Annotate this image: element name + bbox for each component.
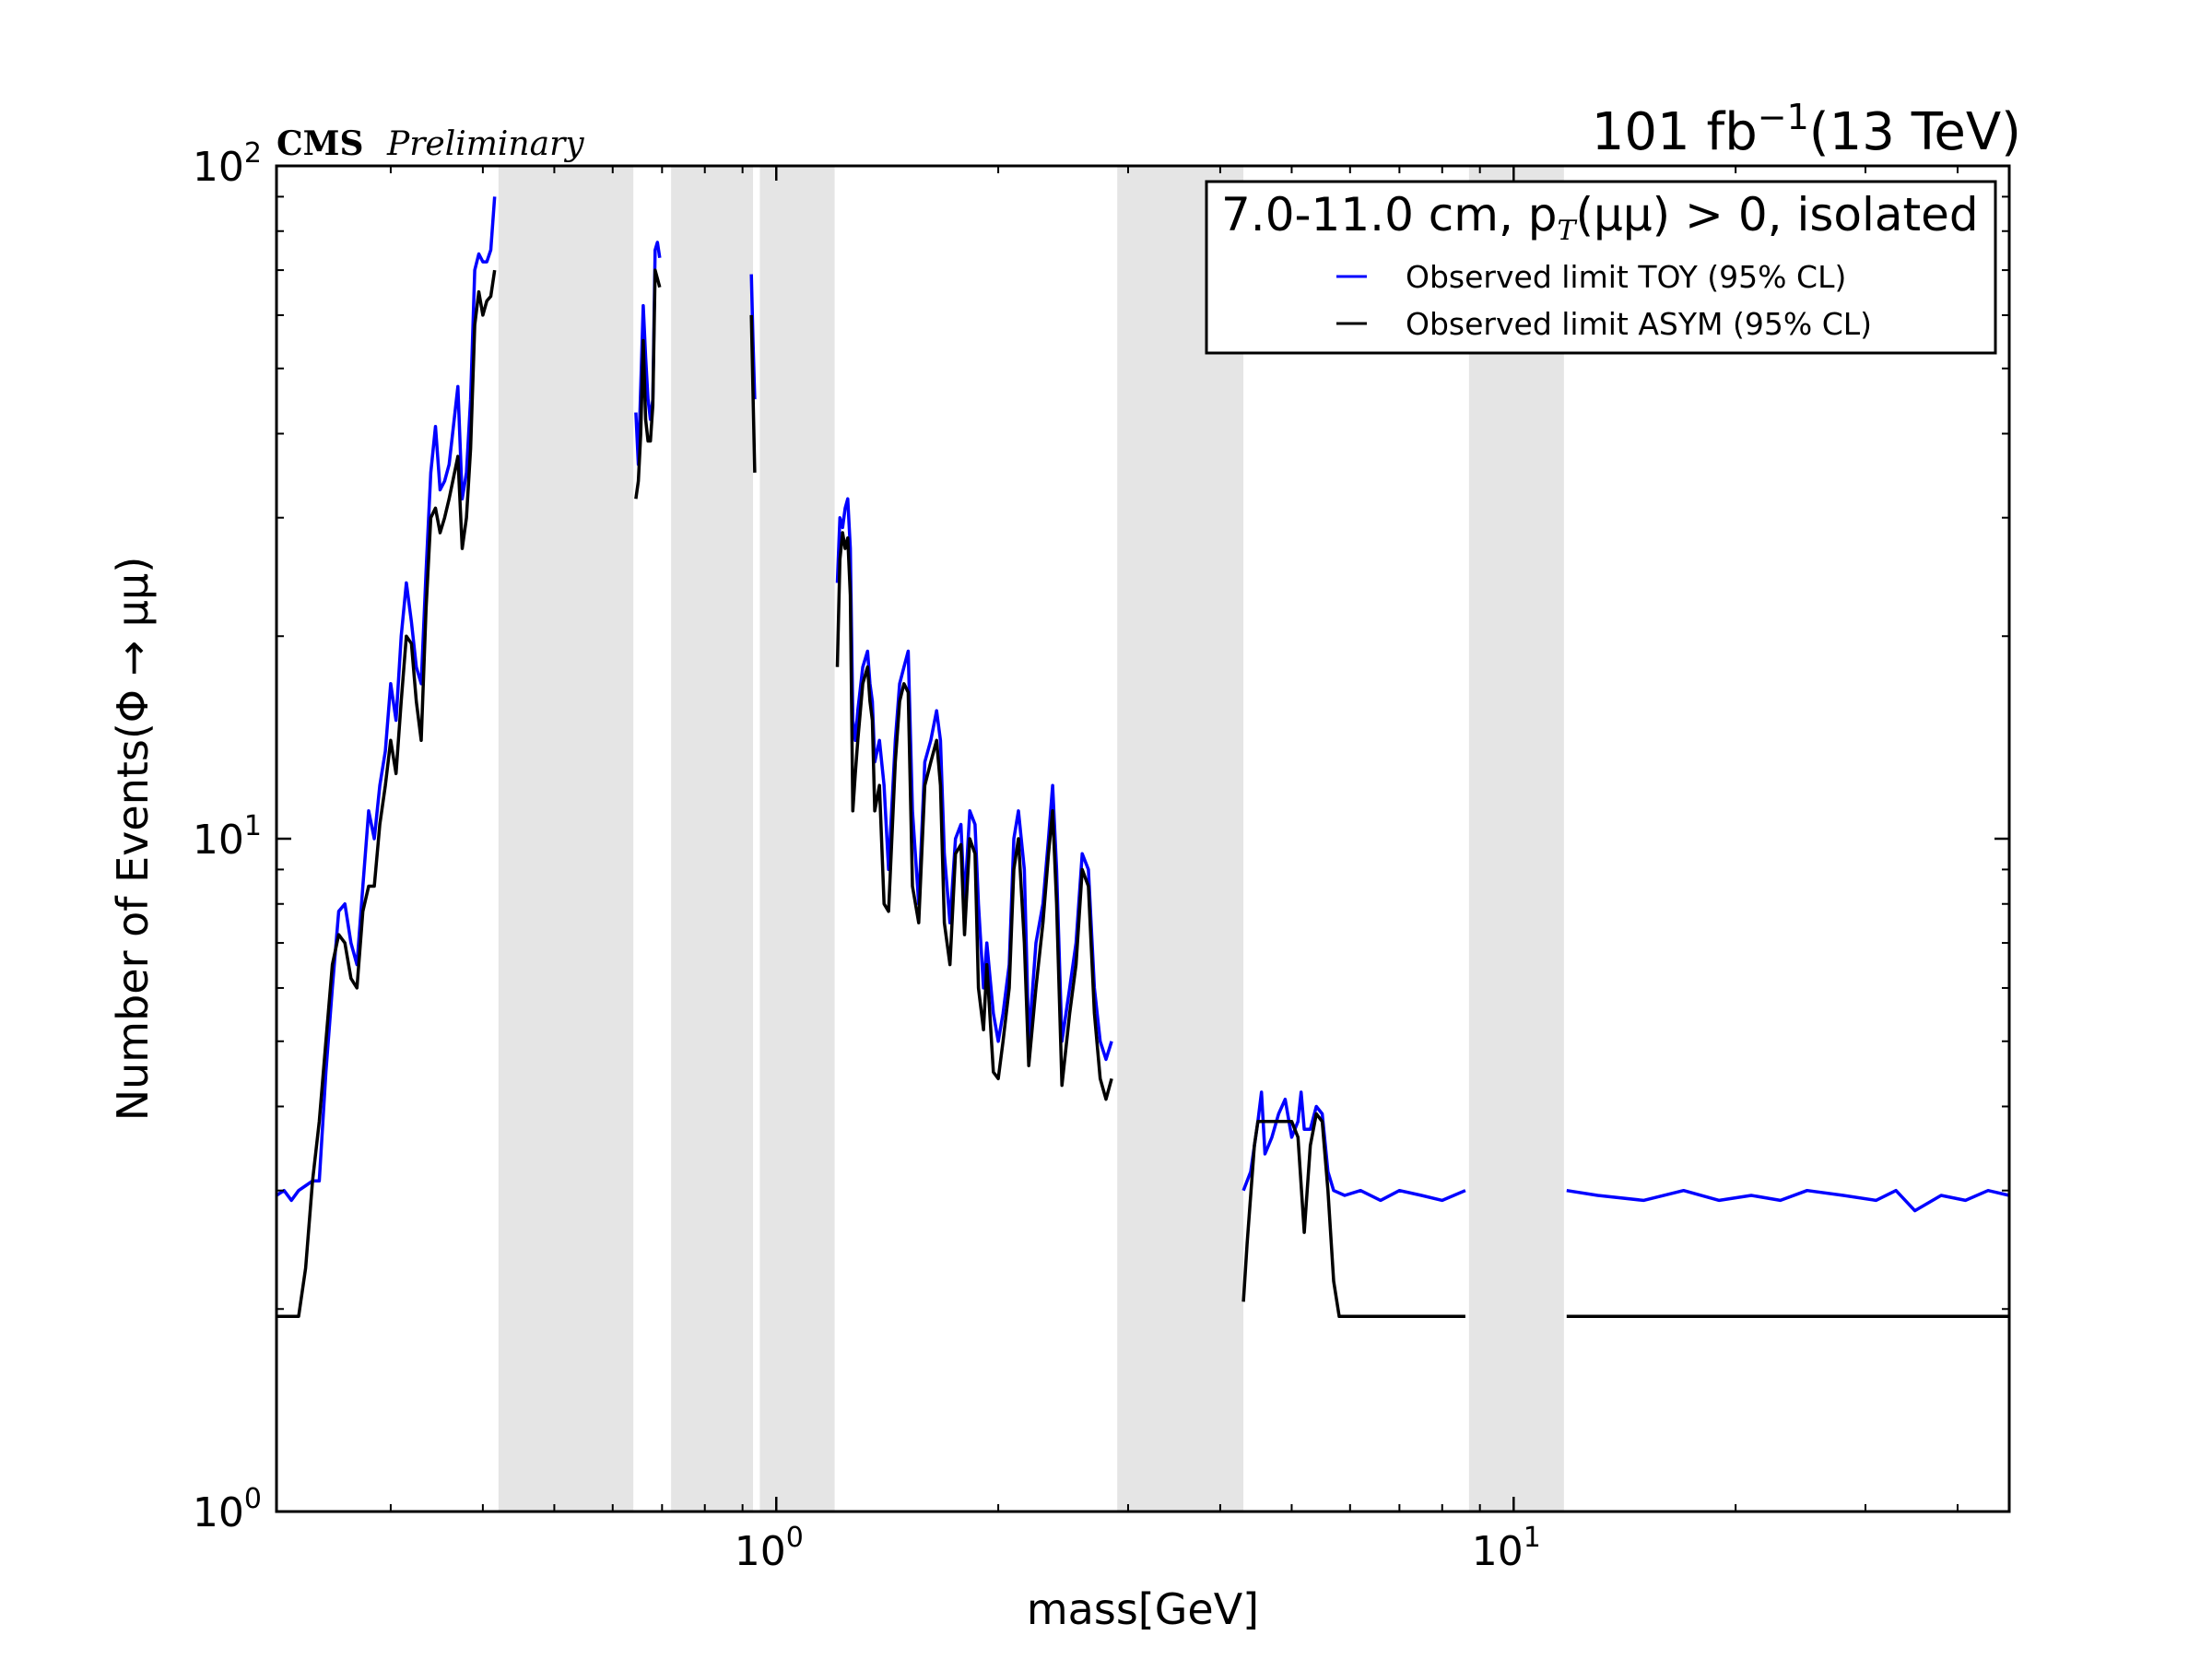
lumi-exponent: −1	[1758, 97, 1809, 137]
x-tick-base: 10	[735, 1528, 786, 1575]
x-axis-ticks: 100 101	[735, 166, 1541, 1575]
y-tick-label-2: 102	[193, 137, 262, 191]
series-0-segment-0	[276, 196, 497, 1203]
legend-title-subscript: T	[1558, 215, 1578, 247]
series-1-segment-3	[835, 531, 1113, 1101]
y-tick-exponent: 2	[244, 137, 262, 170]
luminosity-label: 101 fb−1(13 TeV)	[1592, 97, 2021, 162]
y-tick-exponent: 1	[244, 810, 262, 842]
y-tick-base: 10	[193, 144, 244, 191]
legend-title: 7.0-11.0 cm, pT(μμ) > 0, isolated	[1221, 188, 1979, 247]
x-tick-base: 10	[1472, 1528, 1524, 1575]
y-tick-base: 10	[193, 817, 244, 864]
x-tick-label-0: 100	[735, 1522, 804, 1575]
y-tick-label-1: 101	[193, 810, 262, 864]
x-tick-exponent: 0	[786, 1522, 804, 1554]
y-tick-exponent: 0	[244, 1483, 262, 1515]
series-0-segment-5	[1566, 1188, 2010, 1213]
preliminary-label: Preliminary	[386, 125, 584, 163]
y-tick-base: 10	[193, 1489, 244, 1536]
excluded-band-1	[671, 166, 754, 1512]
x-axis-label: mass[GeV]	[1027, 1584, 1259, 1634]
cms-label: CMS	[276, 124, 364, 163]
excluded-mass-bands	[498, 166, 1564, 1512]
legend-entry-asym: Observed limit ASYM (95% CL)	[1406, 306, 1872, 342]
legend-title-main: 7.0-11.0 cm, p	[1221, 188, 1558, 241]
series-1-segment-4	[1241, 1112, 1465, 1319]
legend-entry-toy: Observed limit TOY (95% CL)	[1406, 259, 1846, 295]
x-tick-label-1: 101	[1472, 1522, 1541, 1575]
limit-series	[276, 196, 2010, 1319]
excluded-band-4	[1468, 166, 1564, 1512]
series-1-segment-1	[634, 268, 662, 500]
excluded-band-2	[759, 166, 835, 1512]
lumi-value: 101 fb	[1592, 102, 1758, 162]
y-axis-label: Number of Events(Φ → μμ)	[108, 557, 158, 1122]
series-0-segment-4	[1241, 1090, 1466, 1203]
y-tick-label-0: 100	[193, 1483, 262, 1536]
excluded-band-3	[1117, 166, 1244, 1512]
excluded-band-0	[498, 166, 634, 1512]
legend: 7.0-11.0 cm, pT(μμ) > 0, isolated Observ…	[1205, 180, 1997, 355]
x-tick-exponent: 1	[1524, 1522, 1541, 1554]
series-1-segment-0	[276, 269, 497, 1319]
energy-label: (13 TeV)	[1809, 102, 2021, 162]
legend-title-tail: (μμ) > 0, isolated	[1576, 188, 1979, 241]
series-1-segment-2	[749, 314, 757, 473]
